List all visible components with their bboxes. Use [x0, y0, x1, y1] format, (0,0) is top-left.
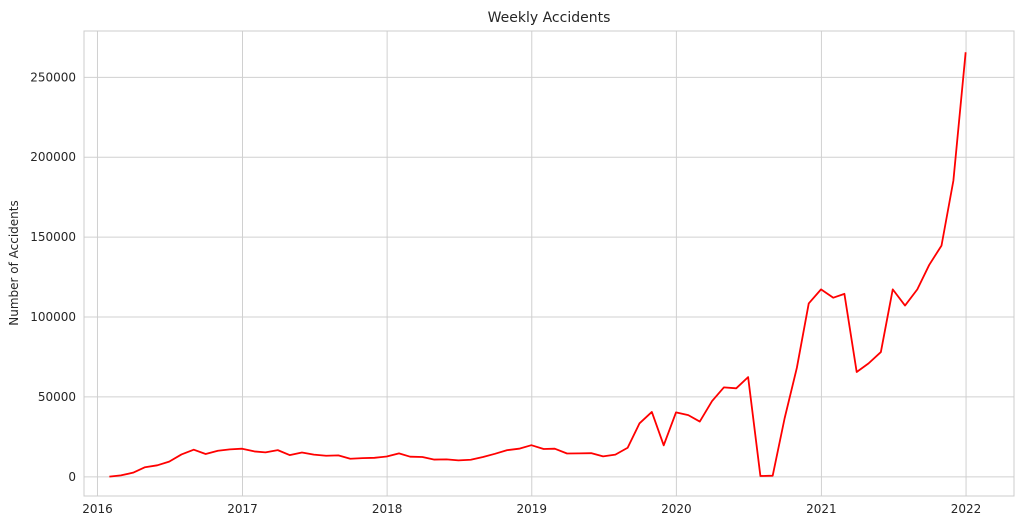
- x-tick-label: 2019: [516, 502, 547, 516]
- y-tick-label: 50000: [38, 390, 76, 404]
- x-tick-label: 2021: [806, 502, 837, 516]
- y-tick-label: 0: [68, 470, 76, 484]
- x-tick-label: 2017: [227, 502, 258, 516]
- y-tick-label: 150000: [30, 230, 76, 244]
- series-line: [109, 52, 967, 478]
- x-tick-label: 2016: [82, 502, 113, 516]
- y-tick-label: 200000: [30, 150, 76, 164]
- chart-title: Weekly Accidents: [488, 10, 611, 26]
- plot-area-frame: [83, 30, 1015, 497]
- y-tick-label: 250000: [30, 70, 76, 84]
- y-axis-label: Number of Accidents: [7, 200, 21, 326]
- y-tick-label: 100000: [30, 310, 76, 324]
- x-tick-label: 2022: [951, 502, 982, 516]
- x-tick-label: 2020: [661, 502, 692, 516]
- x-tick-label: 2018: [372, 502, 403, 516]
